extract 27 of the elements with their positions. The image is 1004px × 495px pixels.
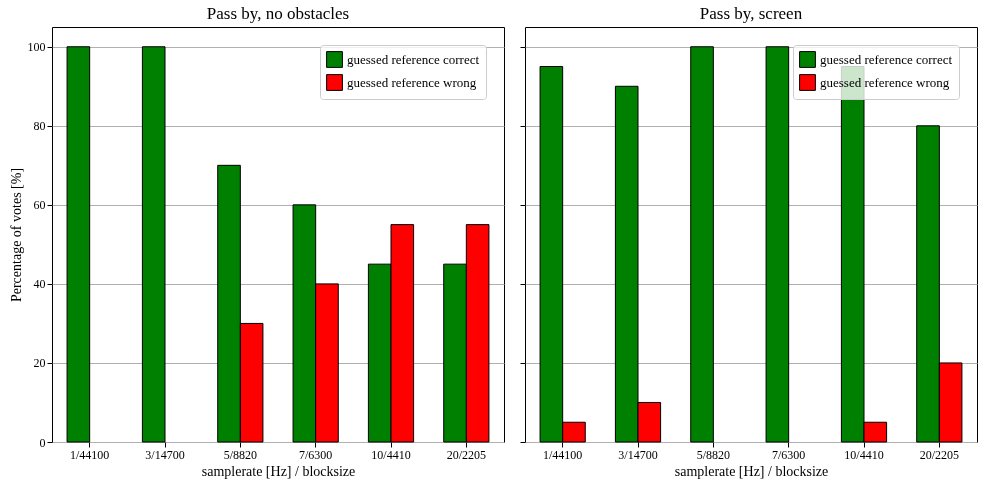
x-tick-label: 20/2205: [919, 447, 960, 462]
y-tick-label: 40: [33, 277, 46, 292]
x-axis-title: samplerate [Hz] / blocksize: [201, 463, 356, 479]
y-tick-label: 20: [33, 356, 46, 371]
legend-label: guessed reference wrong: [820, 74, 950, 90]
x-tick-label: 5/8820: [696, 447, 731, 462]
y-tick-label: 60: [33, 198, 46, 213]
y-tick-label: 0: [39, 435, 46, 450]
x-tick-label: 10/4410: [844, 447, 884, 462]
x-tick-label: 1/44100: [69, 447, 110, 462]
legend-label: guessed reference correct: [347, 51, 480, 67]
y-axis-title: Percentage of votes [%]: [8, 167, 24, 303]
x-tick-label: 3/14700: [145, 447, 185, 462]
chart-title: Pass by, no obstacles: [206, 4, 350, 23]
x-tick-label: 3/14700: [618, 447, 658, 462]
x-tick-label: 10/4410: [371, 447, 411, 462]
legend-label: guessed reference wrong: [347, 74, 477, 90]
chart-title: Pass by, screen: [699, 4, 803, 23]
y-tick-label: 80: [33, 119, 46, 134]
x-tick-label: 7/6300: [771, 447, 806, 462]
legend-label: guessed reference correct: [820, 51, 953, 67]
x-tick-label: 1/44100: [542, 447, 583, 462]
y-tick-label: 100: [27, 40, 46, 55]
x-axis-title: samplerate [Hz] / blocksize: [674, 463, 829, 479]
x-tick-label: 20/2205: [446, 447, 487, 462]
x-tick-label: 5/8820: [223, 447, 258, 462]
x-tick-label: 7/6300: [298, 447, 333, 462]
